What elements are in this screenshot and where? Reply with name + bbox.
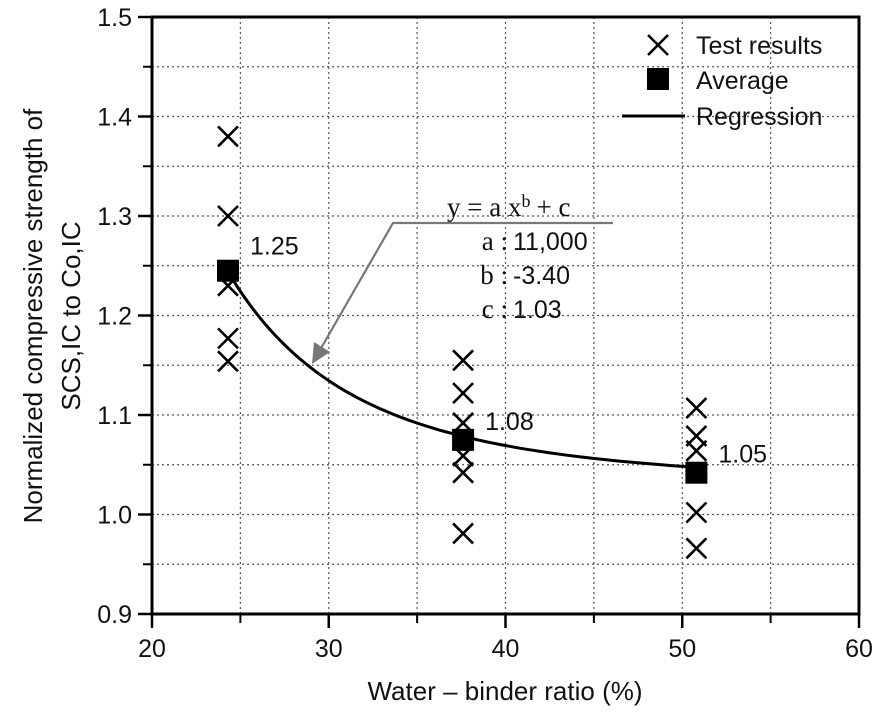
annotation-layer: y = a xb + c a : 11,000 b : -3.40 c : 1.0…	[312, 191, 613, 364]
cross-stroke	[452, 461, 474, 484]
average-point	[685, 461, 708, 484]
cross-stroke	[685, 537, 708, 560]
x-axis-title: Water – binder ratio (%)	[367, 676, 642, 706]
y-tick-label: 1.1	[97, 402, 132, 430]
cross-stroke	[685, 439, 708, 462]
y-tick-label: 1.4	[97, 104, 132, 132]
average-value-label: 1.05	[718, 441, 767, 469]
y-axis-title-line-1: Normalized compressive strength of	[18, 108, 48, 523]
y-tick-label: 1.0	[97, 502, 132, 530]
test-result-point	[217, 350, 239, 373]
points-layer	[217, 125, 708, 560]
equation-text: y = a xb + c	[447, 191, 570, 222]
tick-labels: 20 30 40 50 60 0.9 1.0 1.1 1.2 1.3 1.4 1.5 1.25 1.08 1…	[97, 4, 873, 663]
test-result-point	[217, 205, 239, 227]
test-result-point	[452, 382, 474, 405]
test-result-point	[217, 125, 239, 148]
average-value-label: 1.08	[485, 408, 534, 436]
cross-stroke	[217, 125, 239, 148]
average-value-label: 1.25	[250, 233, 299, 261]
test-result-point	[685, 397, 708, 419]
equation-lhs: y = a x	[447, 192, 522, 222]
test-result-point	[452, 461, 474, 484]
cross-stroke	[217, 205, 239, 227]
legend: Test results Average Regression	[622, 32, 822, 131]
test-result-point	[217, 327, 239, 350]
cross-stroke	[452, 349, 474, 372]
axis-ticks	[138, 15, 861, 628]
y-axis-title-line-2: SCS,IC to Co,IC	[56, 221, 86, 410]
y-axis-title: Normalized compressive strength of SCS,I…	[18, 108, 86, 523]
x-tick-label: 60	[845, 635, 873, 663]
y-tick-label: 1.2	[97, 303, 132, 331]
test-result-point	[685, 537, 708, 560]
cross-stroke	[217, 350, 239, 373]
param-c-value: 1.03	[513, 296, 562, 324]
legend-square-icon	[647, 68, 669, 90]
legend-label: Test results	[696, 32, 822, 60]
param-b-value: -3.40	[513, 262, 570, 290]
x-tick-label: 30	[315, 635, 343, 663]
param-a-name: a :	[482, 226, 508, 256]
cross-stroke	[685, 397, 708, 419]
legend-label: Regression	[696, 103, 822, 131]
y-tick-label: 0.9	[97, 601, 132, 629]
param-a-value: 11,000	[513, 228, 588, 256]
x-tick-label: 20	[138, 635, 166, 663]
equation-exponent: b	[521, 191, 530, 211]
param-b-name: b :	[480, 260, 508, 290]
test-result-point	[685, 501, 708, 524]
test-result-point	[452, 349, 474, 372]
x-tick-label: 50	[668, 635, 696, 663]
test-result-point	[452, 522, 474, 545]
annotation-arrowhead	[312, 342, 330, 364]
x-tick-label: 40	[492, 635, 520, 663]
average-point	[217, 259, 240, 282]
cross-stroke	[452, 382, 474, 405]
test-result-point	[685, 439, 708, 462]
param-c-name: c :	[482, 294, 508, 324]
y-tick-label: 1.3	[97, 203, 132, 231]
cross-stroke	[452, 522, 474, 545]
average-point	[452, 428, 475, 451]
legend-label: Average	[696, 67, 789, 95]
cross-stroke	[217, 327, 239, 350]
y-tick-label: 1.5	[97, 4, 132, 32]
annotation-arrow-line	[319, 221, 613, 351]
legend-cross-icon	[647, 34, 669, 56]
equation-rhs: + c	[536, 192, 570, 222]
cross-stroke	[685, 501, 708, 524]
